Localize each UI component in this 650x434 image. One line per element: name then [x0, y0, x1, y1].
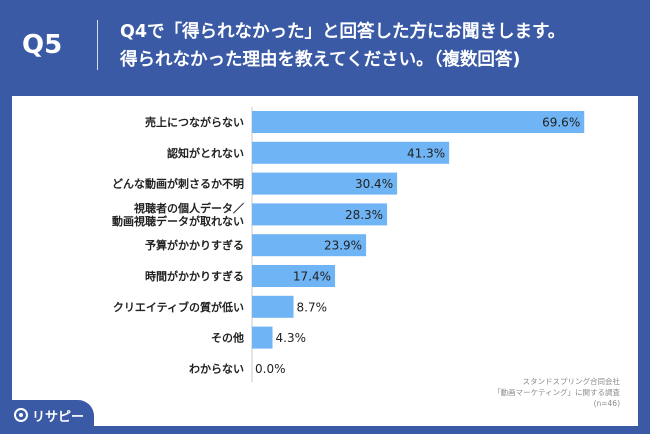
question-title-line1: Q4で「得られなかった」と回答した方にお聞きします。	[120, 22, 566, 42]
category-label-8: わからない	[189, 362, 244, 375]
category-label-7: その他	[211, 331, 244, 345]
bar-4	[252, 234, 367, 257]
category-label-5: 時間がかかりすぎる	[145, 269, 244, 283]
sample-size: (n=46)	[593, 399, 620, 408]
category-label-2: どんな動画が刺さるか不明	[112, 177, 244, 191]
value-label-2: 30.4%	[355, 177, 393, 191]
header-divider	[97, 20, 98, 70]
value-label-0: 69.6%	[542, 116, 580, 130]
value-label-7: 4.3%	[276, 331, 307, 345]
bar-3	[252, 203, 388, 226]
value-label-4: 23.9%	[324, 239, 362, 253]
question-title: Q4で「得られなかった」と回答した方にお聞きします。 得られなかった理由を教えて…	[120, 18, 640, 74]
source-note: スタンドスプリング合同会社 「動画マーケティング」に関する調査 (n=46)	[493, 376, 620, 409]
category-label-0: 売上につながらない	[145, 115, 244, 129]
value-label-8: 0.0%	[255, 362, 286, 376]
brand-logo-icon	[14, 408, 28, 422]
value-label-3: 28.3%	[345, 208, 383, 222]
question-header: Q5 Q4で「得られなかった」と回答した方にお聞きします。 得られなかった理由を…	[0, 0, 650, 88]
source-survey: 「動画マーケティング」に関する調査	[493, 388, 620, 397]
question-title-line2: 得られなかった理由を教えてください。（複数回答)	[120, 50, 521, 70]
brand-logo: リサピー	[8, 400, 95, 430]
value-label-1: 41.3%	[407, 146, 445, 160]
bar-5	[252, 265, 336, 287]
value-label-6: 8.7%	[297, 300, 328, 314]
question-label: Q5	[22, 30, 63, 60]
category-label-4: 予算がかかりすぎる	[145, 238, 244, 252]
value-label-5: 17.4%	[293, 270, 331, 284]
bar-7	[252, 326, 273, 349]
bar-0	[252, 111, 585, 133]
category-label-6: クリエイティブの質が低い	[113, 300, 244, 314]
bar-2	[252, 172, 398, 195]
category-label-3: 視聴者の個人データ／動画視聴データが取れない	[112, 201, 244, 228]
source-company: スタンドスプリング合同会社	[522, 377, 621, 386]
brand-logo-text: リサピー	[32, 409, 85, 425]
bar-1	[252, 141, 450, 164]
category-label-1: 認知がとれない	[167, 146, 244, 160]
bar-6	[252, 295, 294, 318]
